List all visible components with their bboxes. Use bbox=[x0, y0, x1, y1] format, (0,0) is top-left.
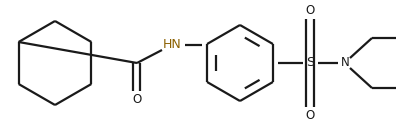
Text: HN: HN bbox=[162, 39, 181, 52]
Text: O: O bbox=[305, 4, 314, 17]
Text: O: O bbox=[305, 109, 314, 122]
Text: N: N bbox=[340, 56, 349, 70]
Text: S: S bbox=[305, 56, 313, 70]
Text: O: O bbox=[132, 93, 141, 106]
